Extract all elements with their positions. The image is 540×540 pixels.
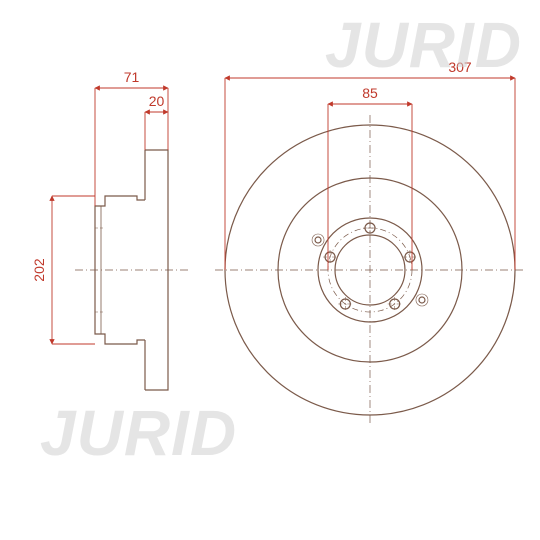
svg-text:71: 71: [124, 69, 140, 85]
svg-text:85: 85: [362, 85, 378, 101]
svg-text:20: 20: [149, 93, 165, 109]
technical-drawing: 307 85 71 20 202: [0, 0, 540, 540]
svg-text:202: 202: [31, 258, 47, 282]
svg-text:307: 307: [448, 59, 472, 75]
